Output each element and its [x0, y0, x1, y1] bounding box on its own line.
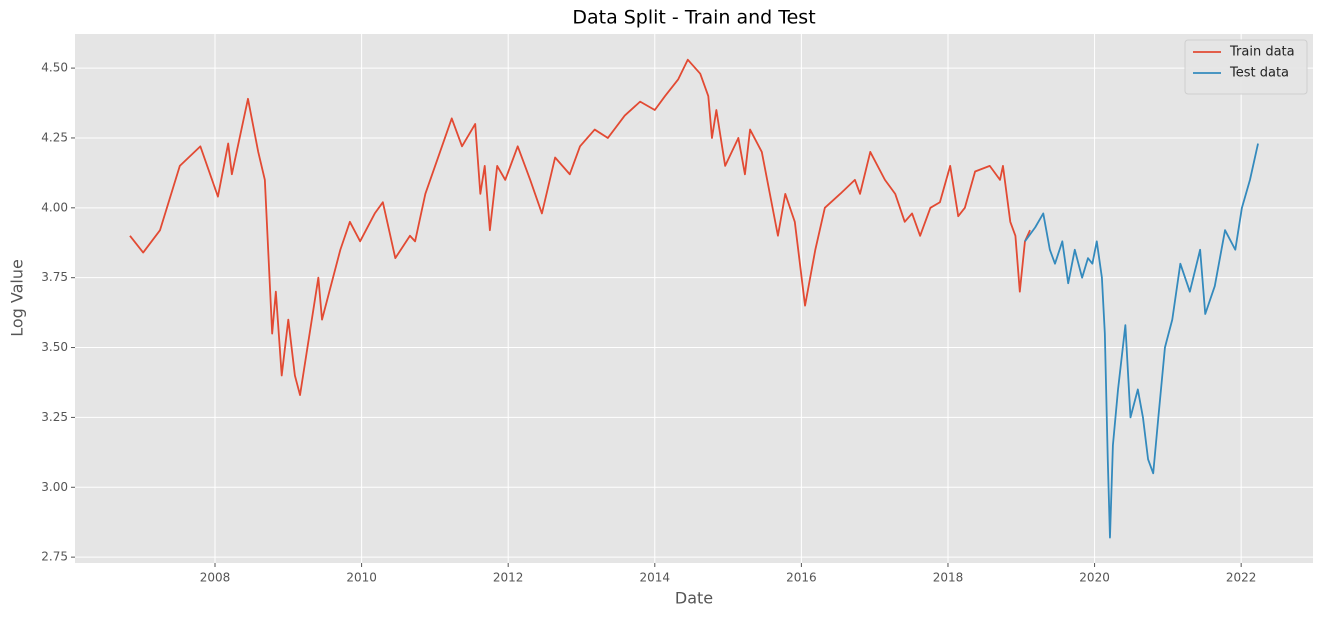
- y-tick-label: 3.75: [41, 270, 68, 284]
- plot-area: [75, 34, 1313, 563]
- y-tick-label: 3.00: [41, 480, 68, 494]
- x-tick-label: 2008: [200, 571, 231, 585]
- legend-label: Train data: [1229, 45, 1295, 60]
- y-tick-label: 3.25: [41, 410, 68, 424]
- lines: [129, 58, 1259, 539]
- x-tick-label: 2014: [640, 571, 671, 585]
- y-axis-label: Log Value: [8, 259, 27, 337]
- x-tick-label: 2018: [933, 571, 964, 585]
- x-tick-label: 2022: [1226, 571, 1257, 585]
- legend: Train data Test data: [1184, 39, 1308, 95]
- x-tick-label: 2012: [493, 571, 524, 585]
- x-tick-label: 2010: [346, 571, 377, 585]
- x-axis-label: Date: [675, 589, 713, 608]
- series-line: [1024, 143, 1259, 539]
- series-line: [129, 58, 1031, 396]
- y-tick-label: 2.75: [41, 550, 68, 564]
- ticks: 2008 2010 2012 2014 2016 2018 2020 2022 2.75 3.00…: [41, 61, 1256, 585]
- grid: [75, 34, 1313, 563]
- y-tick-label: 4.50: [41, 61, 68, 75]
- y-tick-label: 3.50: [41, 340, 68, 354]
- legend-box: [1184, 39, 1308, 95]
- x-tick-label: 2016: [786, 571, 817, 585]
- chart-title: Data Split - Train and Test: [572, 7, 815, 29]
- legend-label: Test data: [1229, 66, 1289, 81]
- x-tick-label: 2020: [1079, 571, 1110, 585]
- y-tick-label: 4.00: [41, 200, 68, 214]
- y-tick-label: 4.25: [41, 130, 68, 144]
